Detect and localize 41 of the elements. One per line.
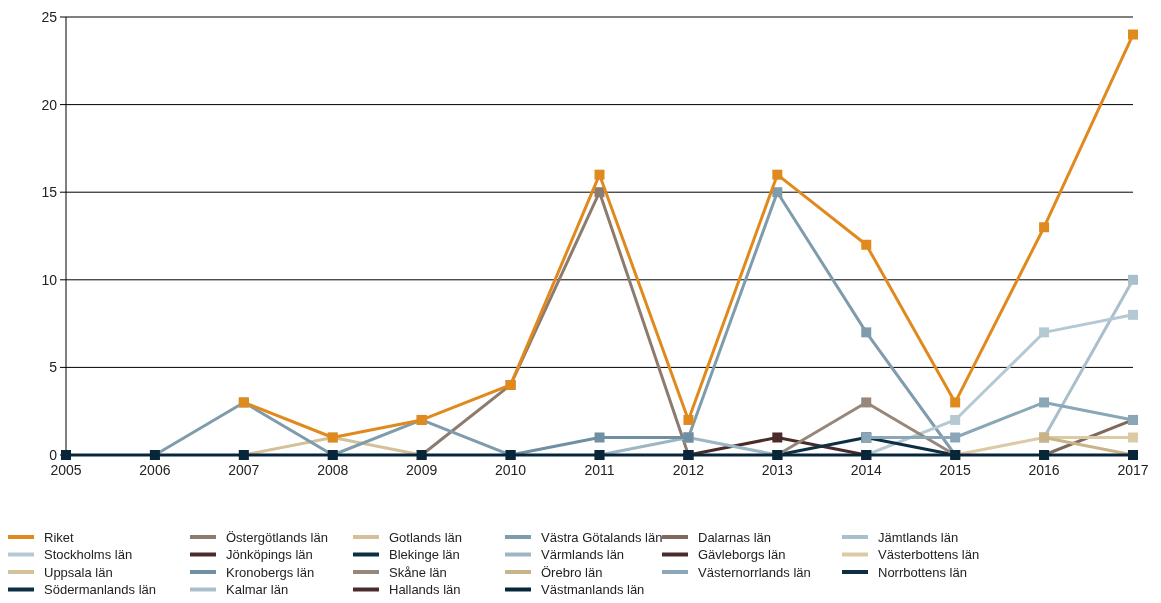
y-tick-label: 15 — [41, 184, 58, 201]
x-tick-label: 2005 — [50, 462, 82, 478]
x-tick-label: 2010 — [495, 462, 527, 478]
x-tick-label: 2009 — [406, 462, 438, 478]
legend-label: Jönköpings län — [226, 547, 313, 563]
legend-label: Södermanlands län — [44, 582, 157, 598]
x-tick-label: 2014 — [850, 462, 883, 478]
legend-label: Norrbottens län — [878, 564, 967, 580]
legend-label: Blekinge län — [389, 547, 460, 563]
x-tick-label: 2016 — [1028, 462, 1060, 478]
legend-label: Kalmar län — [226, 582, 289, 598]
x-tick-label: 2012 — [672, 462, 705, 478]
legend-label: Gävleborgs län — [698, 547, 786, 563]
x-tick-label: 2008 — [317, 462, 349, 478]
y-tick-label: 0 — [49, 446, 58, 463]
y-tick-label: 5 — [49, 359, 58, 376]
y-tick-label: 20 — [41, 96, 58, 113]
legend-label: Örebro län — [541, 564, 603, 580]
legend-label: Västmanlands län — [541, 582, 645, 598]
x-tick-label: 2017 — [1117, 462, 1149, 478]
legend-label: Västernorrlands län — [698, 564, 811, 580]
legend-label: Östergötlands län — [226, 529, 328, 545]
x-tick-label: 2015 — [939, 462, 971, 478]
legend-label: Gotlands län — [389, 529, 462, 545]
x-tick-label: 2011 — [584, 462, 615, 478]
legend-label: Västerbottens län — [878, 547, 980, 563]
y-tick-label: 10 — [41, 271, 58, 288]
x-tick-label: 2006 — [139, 462, 171, 478]
legend-label: Dalarnas län — [698, 529, 771, 545]
legend-label: Stockholms län — [44, 547, 133, 563]
legend-label: Jämtlands län — [878, 529, 959, 545]
legend-label: Skåne län — [389, 564, 447, 580]
x-tick-label: 2013 — [761, 462, 794, 478]
legend-label: Uppsala län — [44, 564, 113, 580]
legend-label: Västra Götalands län — [541, 529, 663, 545]
legend-label: Hallands län — [389, 582, 461, 598]
legend-label: Riket — [44, 529, 75, 545]
legend-label: Värmlands län — [541, 547, 625, 563]
x-tick-label: 2007 — [228, 462, 260, 478]
legend-label: Kronobergs län — [226, 564, 315, 580]
y-tick-label: 25 — [41, 8, 58, 25]
